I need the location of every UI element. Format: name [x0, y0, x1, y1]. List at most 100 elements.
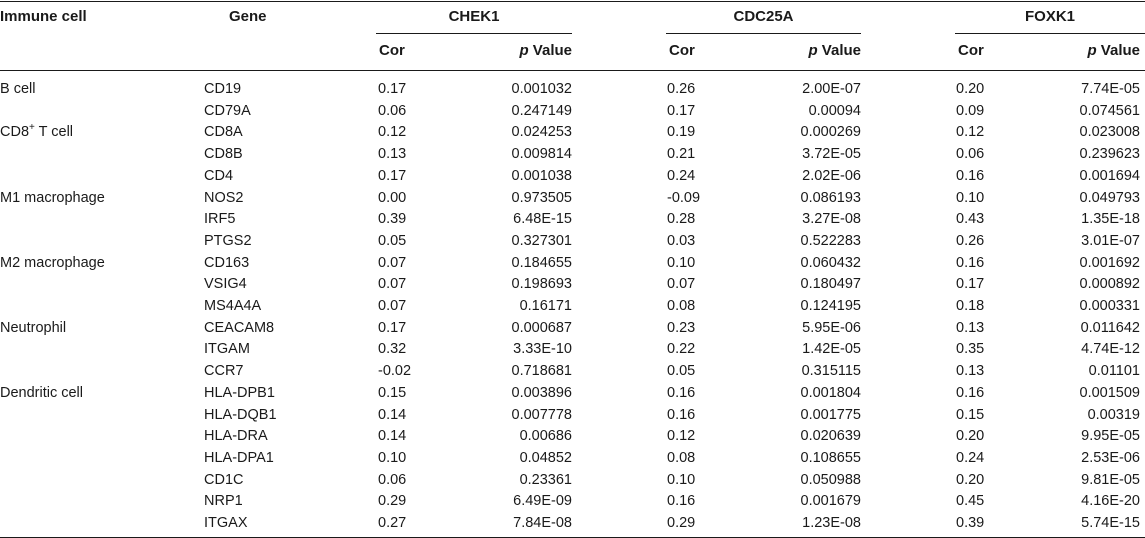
header-bottom-rule [0, 70, 1145, 71]
p-italic: p [808, 42, 818, 59]
pvalue-chek1: 0.23361 [519, 472, 572, 488]
pvalue-chek1: 3.33E-10 [513, 341, 572, 357]
immune-cell-label: Dendritic cell [0, 384, 83, 402]
header-cor-foxk1: Cor [958, 42, 984, 59]
cor-foxk1: 0.13 [956, 363, 985, 379]
cor-chek1: 0.10 [378, 450, 407, 466]
pvalue-chek1: 0.718681 [511, 363, 572, 379]
cor-cdc25a: 0.16 [667, 407, 696, 423]
gene-name: ITGAX [204, 515, 248, 531]
gene-name: CD1C [204, 472, 244, 488]
cor-cdc25a: 0.08 [667, 298, 696, 314]
value-label: Value [528, 42, 572, 59]
cor-chek1: 0.17 [378, 168, 407, 184]
p-italic: p [1087, 42, 1097, 59]
gene-name: CD8B [204, 146, 243, 162]
gene-name: HLA-DRA [204, 428, 268, 444]
cor-foxk1: 0.06 [956, 146, 985, 162]
pvalue-chek1: 6.48E-15 [513, 211, 572, 227]
pvalue-cdc25a: 0.00094 [808, 103, 861, 119]
pvalue-cdc25a: 1.42E-05 [802, 341, 861, 357]
gene-name: CD4 [204, 168, 234, 184]
header-pvalue-chek1: p Value [472, 42, 572, 60]
pvalue-cdc25a: 2.00E-07 [802, 81, 861, 97]
pvalue-cdc25a: 0.020639 [800, 428, 861, 444]
pvalue-foxk1: 0.074561 [1079, 103, 1140, 119]
pvalue-foxk1: 9.95E-05 [1081, 428, 1140, 444]
pvalue-chek1: 6.49E-09 [513, 493, 572, 509]
cor-foxk1: 0.20 [956, 81, 985, 97]
pvalue-cdc25a: 5.95E-06 [802, 320, 861, 336]
pvalue-foxk1: 0.001692 [1079, 255, 1140, 271]
pvalue-foxk1: 4.16E-20 [1081, 493, 1140, 509]
cor-foxk1: 0.39 [956, 515, 985, 531]
pvalue-cdc25a: 0.315115 [801, 363, 861, 379]
cor-chek1: 0.27 [378, 515, 407, 531]
pvalue-cdc25a: 0.000269 [800, 124, 861, 140]
cor-cdc25a: 0.29 [667, 515, 696, 531]
immune-cell-label: CD8+ T cell [0, 123, 73, 141]
cdc25a-group-rule [666, 33, 861, 34]
pvalue-chek1: 0.001032 [511, 81, 572, 97]
cor-cdc25a: 0.03 [667, 233, 696, 249]
cor-cdc25a: 0.05 [667, 363, 696, 379]
pvalue-chek1: 0.009814 [511, 146, 572, 162]
cor-chek1: 0.06 [378, 472, 407, 488]
pvalue-cdc25a: 0.001804 [800, 385, 861, 401]
cor-chek1: 0.14 [378, 428, 407, 444]
pvalue-cdc25a: 0.050988 [800, 472, 861, 488]
cor-cdc25a: 0.16 [667, 493, 696, 509]
cor-chek1: 0.05 [378, 233, 407, 249]
immune-cell-text: Neutrophil [0, 320, 67, 336]
cor-foxk1: 0.26 [956, 233, 985, 249]
gene-name: CD163 [204, 255, 250, 271]
cor-chek1: 0.17 [378, 320, 407, 336]
header-group-foxk1: FOXK1 [1024, 8, 1075, 25]
cor-foxk1: 0.12 [956, 124, 985, 140]
cor-foxk1: 0.16 [956, 255, 985, 271]
pvalue-chek1: 0.327301 [511, 233, 572, 249]
gene-name: CD19 [204, 81, 242, 97]
cor-chek1: 0.13 [378, 146, 407, 162]
pvalue-chek1: 7.84E-08 [513, 515, 572, 531]
immune-cell-text-tail: T cell [34, 124, 74, 140]
header-cor-cdc25a: Cor [669, 42, 695, 59]
cor-chek1: 0.32 [378, 341, 407, 357]
cor-foxk1: 0.43 [956, 211, 985, 227]
gene-name: HLA-DPB1 [204, 385, 275, 401]
pvalue-foxk1: 7.74E-05 [1081, 81, 1140, 97]
cor-foxk1: 0.45 [956, 493, 985, 509]
pvalue-cdc25a: 0.180497 [800, 276, 861, 292]
cor-cdc25a: -0.09 [667, 190, 701, 206]
cor-chek1: 0.14 [378, 407, 407, 423]
pvalue-foxk1: 0.01101 [1088, 363, 1140, 379]
cor-foxk1: 0.35 [956, 341, 985, 357]
cor-chek1: 0.07 [378, 298, 407, 314]
value-label: Value [1096, 42, 1140, 59]
cor-foxk1: 0.17 [956, 276, 985, 292]
cor-cdc25a: 0.08 [667, 450, 696, 466]
pvalue-chek1: 0.198693 [511, 276, 572, 292]
pvalue-chek1: 0.247149 [511, 103, 572, 119]
gene-name: NRP1 [204, 493, 243, 509]
immune-cell-label: M2 macrophage [0, 254, 105, 272]
pvalue-cdc25a: 0.522283 [800, 233, 861, 249]
pvalue-chek1: 0.007778 [511, 407, 572, 423]
cor-foxk1: 0.20 [956, 472, 985, 488]
gene-name: IRF5 [204, 211, 236, 227]
cor-cdc25a: 0.26 [667, 81, 696, 97]
gene-name: VSIG4 [204, 276, 247, 292]
immune-cell-text: M1 macrophage [0, 190, 105, 206]
header-pvalue-foxk1: p Value [1040, 42, 1140, 60]
pvalue-cdc25a: 0.001775 [800, 407, 861, 423]
cor-cdc25a: 0.10 [667, 255, 696, 271]
pvalue-foxk1: 0.001509 [1079, 385, 1140, 401]
cor-foxk1: 0.13 [956, 320, 985, 336]
cor-chek1: -0.02 [378, 363, 412, 379]
cor-cdc25a: 0.22 [667, 341, 696, 357]
foxk1-group-rule [955, 33, 1145, 34]
pvalue-cdc25a: 3.27E-08 [802, 211, 861, 227]
cor-foxk1: 0.20 [956, 428, 985, 444]
gene-name: HLA-DPA1 [204, 450, 274, 466]
